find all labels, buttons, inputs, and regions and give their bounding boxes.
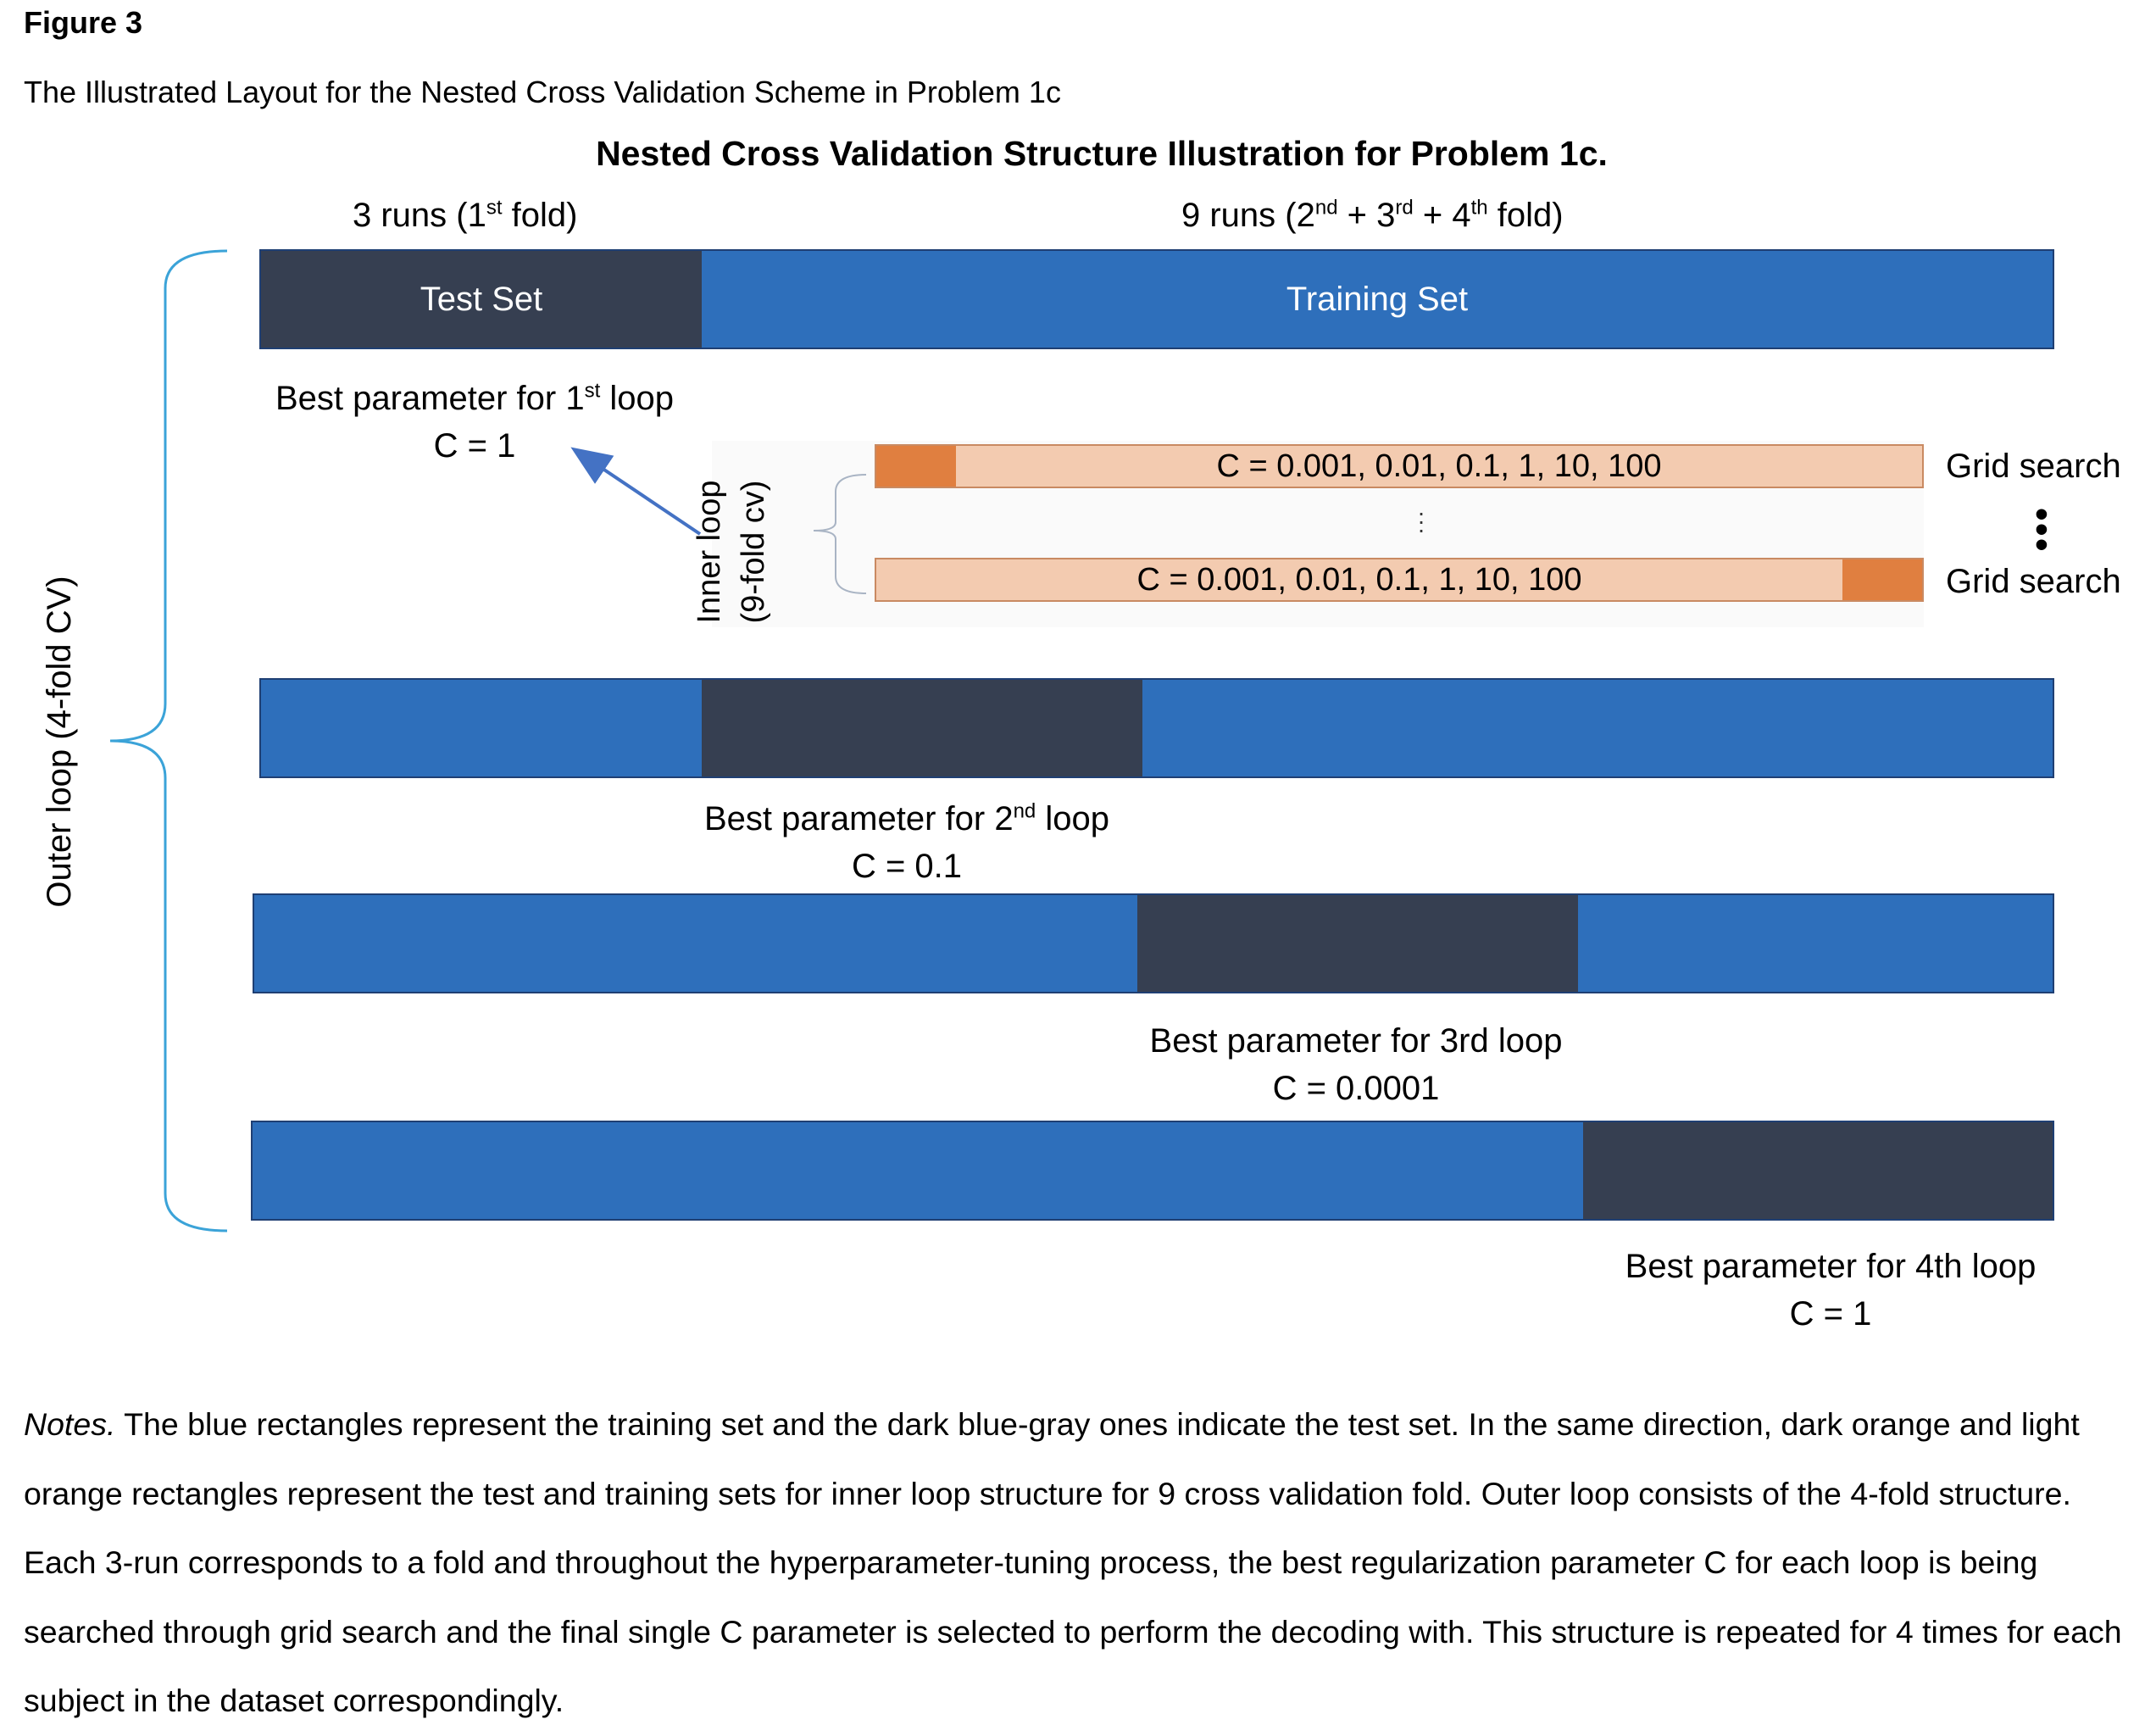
training-set-segment: [254, 895, 1137, 992]
outer-fold-1-bar: Test Set Training Set: [259, 249, 2054, 349]
test-set-label: Test Set: [420, 280, 543, 318]
notes-text: The blue rectangles represent the traini…: [24, 1406, 2122, 1718]
grid-search-ellipsis: • • •: [2035, 493, 2048, 565]
loop-3-best-parameter: Best parameter for 3rd loop C = 0.0001: [1149, 1022, 1563, 1107]
inner-test-segment: [876, 446, 956, 487]
figure-caption: The Illustrated Layout for the Nested Cr…: [24, 75, 1061, 109]
folds234-runs-label: 9 runs (2nd + 3rd + 4th fold): [1181, 196, 1564, 234]
training-set-label: Training Set: [1286, 280, 1469, 318]
fold1-runs-label: 3 runs (1st fold): [353, 196, 578, 234]
inner-ellipsis: · · ·: [1417, 499, 1425, 542]
test-set-segment: Test Set: [261, 251, 702, 348]
diagram-title: Nested Cross Validation Structure Illust…: [596, 134, 1608, 173]
inner-loop-bracket: [813, 474, 867, 594]
outer-loop-bracket: [109, 249, 228, 1232]
test-set-segment: [702, 680, 1142, 776]
training-set-segment: Training Set: [702, 251, 2053, 348]
inner-fold-last-bar: C = 0.001, 0.01, 0.1, 1, 10, 100: [875, 558, 1924, 602]
figure-label: Figure 3: [24, 5, 143, 40]
training-set-segment: [1142, 680, 2053, 776]
loop-4-best-parameter: Best parameter for 4th loop C = 1: [1625, 1248, 2037, 1333]
result-arrow-icon: [570, 447, 702, 536]
inner-test-segment: [1842, 559, 1922, 600]
loop-1-best-parameter: Best parameter for 1st loop C = 1: [275, 379, 675, 465]
loop-2-best-parameter: Best parameter for 2nd loop C = 0.1: [703, 799, 1110, 885]
inner-fold-first-bar: C = 0.001, 0.01, 0.1, 1, 10, 100: [875, 444, 1924, 488]
training-set-segment: [261, 680, 702, 776]
training-set-segment: [253, 1122, 1583, 1219]
grid-search-label: Grid search: [1946, 563, 2121, 600]
training-set-segment: [1578, 895, 2053, 992]
test-set-segment: [1137, 895, 1578, 992]
grid-search-label: Grid search: [1946, 448, 2121, 485]
grid-values-text: C = 0.001, 0.01, 0.1, 1, 10, 100: [1136, 561, 1582, 598]
figure-notes: Notes. The blue rectangles represent the…: [24, 1390, 2142, 1736]
grid-values-text: C = 0.001, 0.01, 0.1, 1, 10, 100: [1216, 448, 1662, 484]
outer-fold-2-bar: [259, 678, 2054, 778]
outer-fold-3-bar: [253, 893, 2054, 993]
notes-label: Notes.: [24, 1406, 116, 1442]
test-set-segment: [1583, 1122, 2053, 1219]
outer-fold-4-bar: [251, 1121, 2054, 1221]
